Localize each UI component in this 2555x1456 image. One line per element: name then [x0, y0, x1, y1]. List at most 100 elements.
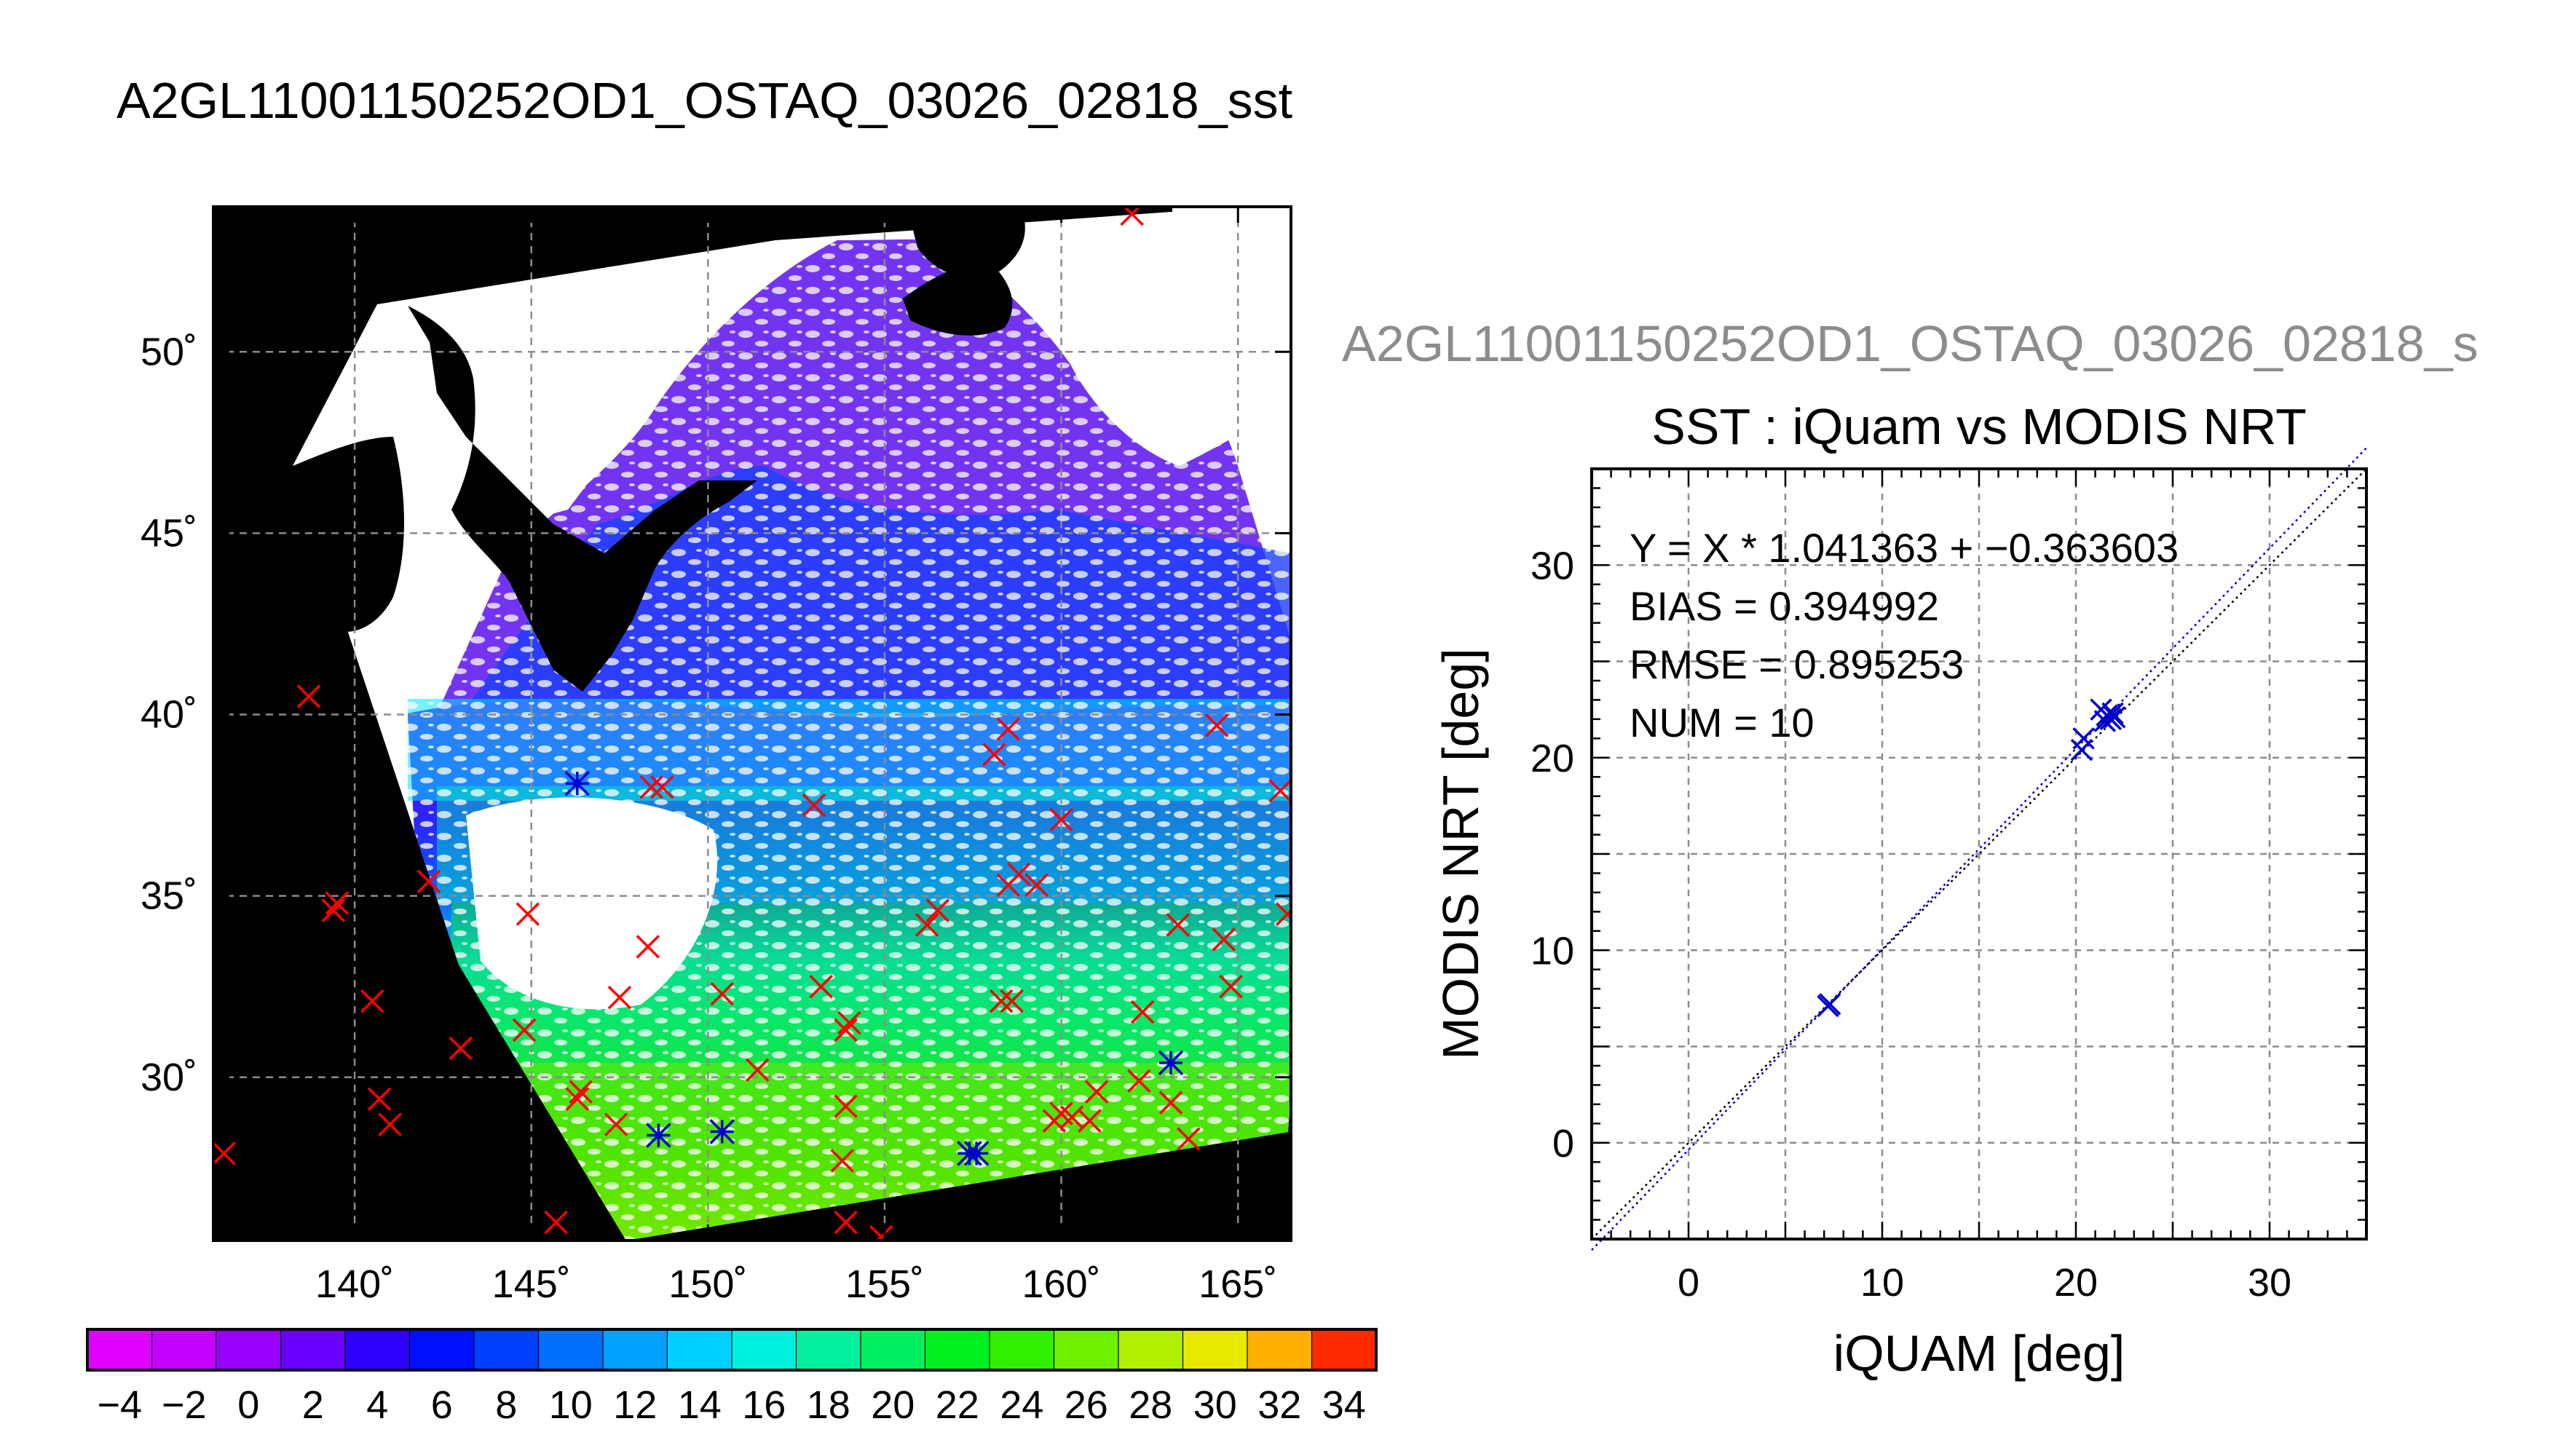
scatter-points [1817, 698, 2126, 1018]
in-situ-marker [809, 974, 833, 999]
in-situ-marker [1219, 974, 1243, 999]
land-kamchatka [910, 207, 1025, 279]
in-situ-marker [915, 913, 939, 937]
in-situ-marker [636, 935, 660, 959]
colorbar-tick-label: 32 [1257, 1383, 1301, 1427]
colorbar-segment [603, 1329, 668, 1370]
in-situ-marker [607, 985, 632, 1010]
colorbar-tick-label: 0 [237, 1383, 259, 1427]
colorbar-segment [1182, 1329, 1248, 1370]
scatter-title: SST : iQuam vs MODIS NRT [1651, 398, 2307, 455]
stats-line: NUM = 10 [1630, 700, 1814, 745]
matched-markers [564, 770, 1184, 1166]
in-situ-marker [834, 1094, 858, 1118]
in-situ-marker [834, 1210, 858, 1235]
colorbar-tick-label: −2 [162, 1383, 207, 1427]
colorbar-segment [280, 1329, 346, 1370]
in-situ-marker [296, 684, 321, 708]
matched-marker [1158, 1050, 1184, 1076]
land-sakhalin-hokkaido [408, 306, 757, 692]
page-title: A2GL11001150252OD1_OSTAQ_03026_02818_sst [117, 72, 1292, 129]
in-situ-marker [1000, 989, 1024, 1013]
x-axis-label: iQUAM [deg] [1833, 1325, 2125, 1382]
in-situ-marker [802, 793, 826, 818]
in-situ-marker [996, 717, 1021, 741]
in-situ-marker [1177, 1127, 1201, 1151]
colorbar-tick-label: 10 [549, 1383, 593, 1427]
in-situ-marker [569, 1080, 593, 1104]
colorbar: −4 −2 0 2 4 6 8 10 12 14 16 18 20 22 24 26 28 30 32 34 [86, 1328, 1378, 1427]
colorbar-segment [667, 1329, 732, 1370]
in-situ-marker [837, 1010, 861, 1035]
in-situ-marker [1204, 713, 1229, 737]
colorbar-segment [409, 1329, 475, 1370]
colorbar-tick-label: 2 [302, 1383, 324, 1427]
colorbar-tick-label: 18 [807, 1383, 850, 1427]
in-situ-marker [925, 898, 949, 922]
stats-line: Y = X * 1.041363 + −0.363603 [1630, 525, 2179, 571]
matched-marker [709, 1119, 735, 1144]
colorbar-tick-label: 4 [366, 1383, 388, 1427]
in-situ-marker [746, 1058, 770, 1083]
colorbar-tick-label: 34 [1322, 1383, 1366, 1427]
x-tick-label: 30 [2248, 1261, 2291, 1305]
in-situ-marker [989, 989, 1014, 1013]
in-situ-marker [416, 869, 441, 893]
scatter-point [2072, 727, 2095, 750]
x-tick-label: 10 [1860, 1261, 1904, 1305]
in-situ-marker [650, 775, 674, 799]
in-situ-marker [710, 981, 734, 1006]
colorbar-segment [796, 1329, 861, 1370]
colorbar-segment [925, 1329, 990, 1370]
longitude-tick-label: 160˚ [1022, 1262, 1101, 1306]
latitude-tick-label: 35˚ [141, 874, 197, 918]
in-situ-marker [1130, 1000, 1155, 1024]
scatter-stats: Y = X * 1.041363 + −0.363603 BIAS = 0.394… [1630, 525, 2179, 745]
y-tick-label: 0 [1552, 1122, 1574, 1166]
colorbar-segment [1054, 1329, 1119, 1370]
colorbar-tick-label: 6 [431, 1383, 453, 1427]
colorbar-segment [1247, 1329, 1312, 1370]
latitude-tick-label: 30˚ [141, 1056, 197, 1099]
in-situ-markers [213, 207, 1291, 1241]
in-situ-marker [1007, 862, 1031, 887]
in-situ-marker [834, 1018, 858, 1042]
longitude-tick-label: 145˚ [492, 1262, 571, 1306]
colorbar-segment [345, 1329, 410, 1370]
colorbar-segment [990, 1329, 1054, 1370]
y-tick-label: 20 [1531, 737, 1574, 780]
in-situ-marker [378, 1112, 402, 1136]
in-situ-marker [639, 775, 663, 799]
in-situ-marker [869, 1224, 893, 1241]
in-situ-marker [512, 1018, 537, 1042]
in-situ-marker [1078, 1109, 1102, 1133]
colorbar-segment [216, 1329, 281, 1370]
colorbar-segment [474, 1329, 539, 1370]
scatter-frame [1590, 467, 2368, 1241]
land-island [903, 262, 1013, 336]
in-situ-marker [1166, 913, 1190, 937]
colorbar-segment [1311, 1329, 1377, 1370]
scatter-fit-lines [1591, 447, 2367, 1251]
colorbar-tick-labels: −4 −2 0 2 4 6 8 10 12 14 16 18 20 22 24 26 28 30 32 34 [87, 1329, 1366, 1427]
colorbar-tick-label: 8 [495, 1383, 517, 1427]
map-frame [212, 205, 1292, 1242]
latitude-tick-label: 45˚ [141, 511, 197, 555]
longitude-tick-label: 140˚ [315, 1262, 394, 1306]
in-situ-marker [544, 1210, 568, 1235]
colorbar-segment [732, 1329, 797, 1370]
y-axis-label: MODIS NRT [deg] [1432, 648, 1489, 1059]
longitude-tick-label: 150˚ [668, 1262, 747, 1306]
in-situ-marker [213, 1142, 236, 1166]
colorbar-tick-label: 24 [1000, 1383, 1043, 1427]
longitude-tick-label: 155˚ [845, 1262, 924, 1306]
stats-line: BIAS = 0.394992 [1630, 583, 1939, 629]
latitude-tick-label: 40˚ [141, 693, 197, 737]
colorbar-segment [1118, 1329, 1183, 1370]
in-situ-marker [1024, 873, 1049, 897]
in-situ-marker [1212, 927, 1236, 951]
in-situ-marker [830, 1149, 854, 1173]
in-situ-marker [367, 1087, 392, 1111]
longitude-tick-label: 165˚ [1198, 1262, 1277, 1306]
